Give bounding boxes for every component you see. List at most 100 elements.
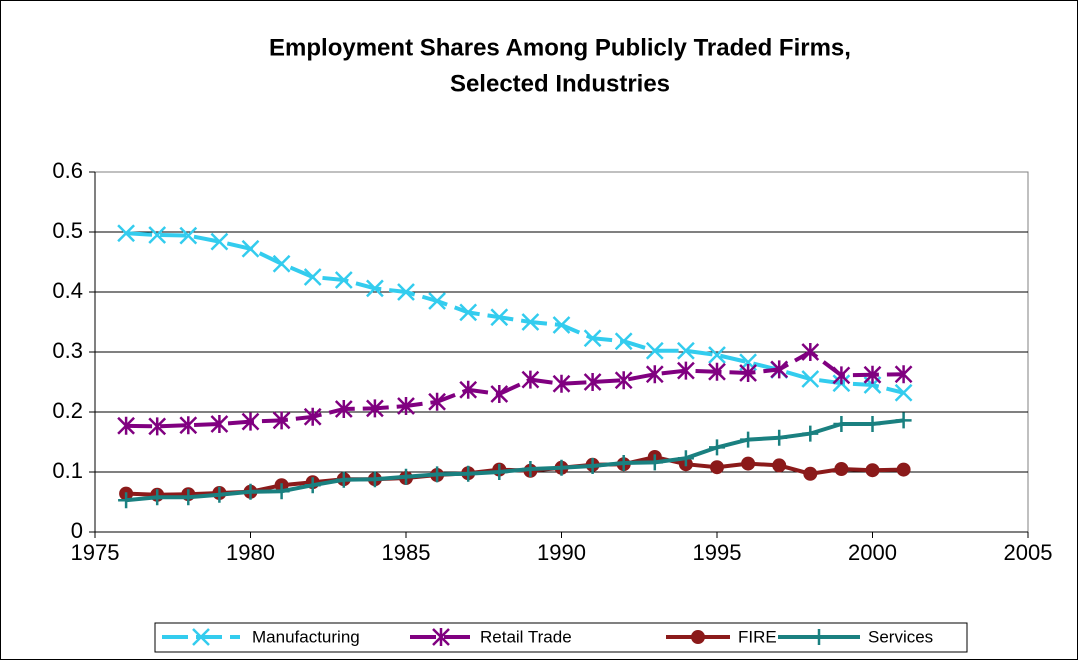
marker — [896, 462, 911, 477]
marker — [708, 362, 726, 381]
marker — [521, 370, 540, 389]
legend-marker — [192, 628, 210, 646]
marker — [272, 411, 291, 430]
marker — [895, 412, 912, 429]
marker — [832, 366, 851, 385]
marker — [834, 462, 849, 476]
marker — [646, 454, 663, 471]
marker — [459, 303, 478, 322]
x-tick-label: 1990 — [537, 540, 586, 565]
marker — [272, 254, 291, 273]
legend-label: Retail Trade — [480, 627, 572, 646]
y-tick-label: 0.3 — [52, 338, 83, 363]
marker — [429, 466, 446, 483]
marker — [334, 400, 353, 418]
marker — [864, 416, 881, 432]
marker — [334, 271, 353, 289]
marker — [366, 399, 384, 418]
marker — [833, 416, 850, 432]
marker — [428, 392, 446, 411]
legend-label: Manufacturing — [252, 627, 360, 646]
legend-label: Services — [868, 627, 933, 646]
marker — [242, 483, 259, 500]
marker — [366, 471, 383, 488]
marker — [148, 226, 167, 244]
marker — [801, 343, 820, 361]
marker — [553, 459, 570, 476]
marker — [645, 365, 664, 384]
marker — [801, 370, 820, 388]
marker — [739, 364, 757, 382]
marker — [894, 383, 913, 402]
marker — [210, 232, 229, 251]
marker — [614, 332, 633, 351]
marker — [304, 477, 321, 494]
marker — [772, 458, 787, 473]
marker — [770, 360, 789, 379]
marker — [677, 450, 694, 467]
marker — [863, 365, 882, 384]
legend-marker — [691, 630, 705, 644]
y-tick-label: 0.4 — [52, 278, 83, 303]
marker — [615, 455, 632, 471]
x-tick-label: 1980 — [226, 540, 275, 565]
marker — [397, 397, 415, 415]
marker — [740, 431, 757, 448]
y-tick-label: 0 — [71, 518, 83, 543]
marker — [614, 371, 633, 390]
marker — [117, 224, 135, 243]
marker — [710, 460, 724, 475]
chart-title: Selected Industries — [450, 70, 670, 97]
marker — [118, 492, 135, 509]
marker — [802, 425, 819, 442]
x-tick-label: 1975 — [71, 540, 120, 565]
marker — [210, 415, 229, 433]
marker — [865, 463, 880, 478]
marker — [552, 374, 571, 393]
marker — [149, 489, 166, 506]
marker — [180, 489, 197, 506]
y-tick-label: 0.5 — [52, 218, 83, 243]
marker — [894, 365, 913, 384]
marker — [645, 341, 664, 360]
marker — [179, 226, 198, 245]
marker — [148, 417, 167, 436]
marker — [677, 361, 695, 380]
series-line — [126, 349, 904, 429]
y-tick-label: 0.6 — [52, 158, 83, 183]
marker — [584, 458, 601, 474]
y-tick-label: 0.2 — [52, 398, 83, 423]
marker — [398, 468, 414, 485]
y-tick-label: 0.1 — [52, 458, 83, 483]
marker — [521, 313, 540, 331]
marker — [522, 461, 539, 477]
legend-marker — [811, 629, 827, 645]
marker — [460, 465, 477, 482]
marker — [335, 471, 352, 488]
marker — [117, 416, 135, 435]
marker — [677, 341, 695, 360]
marker — [491, 464, 508, 480]
marker — [273, 483, 290, 500]
marker — [771, 429, 788, 446]
marker — [459, 380, 478, 399]
marker — [552, 316, 571, 334]
x-tick-label: 2005 — [1004, 540, 1053, 565]
marker — [303, 268, 322, 286]
marker — [179, 416, 198, 435]
marker — [803, 466, 818, 481]
legend-label: FIRE — [738, 627, 777, 646]
chart-title: Employment Shares Among Publicly Traded … — [269, 34, 851, 61]
marker — [241, 239, 260, 258]
x-tick-label: 1985 — [382, 540, 431, 565]
marker — [241, 412, 260, 431]
marker — [490, 308, 509, 327]
marker — [428, 292, 446, 310]
marker — [583, 329, 602, 348]
marker — [397, 283, 415, 301]
legend-marker — [432, 628, 450, 646]
marker — [709, 439, 725, 456]
marker — [583, 373, 602, 391]
marker — [211, 486, 228, 503]
